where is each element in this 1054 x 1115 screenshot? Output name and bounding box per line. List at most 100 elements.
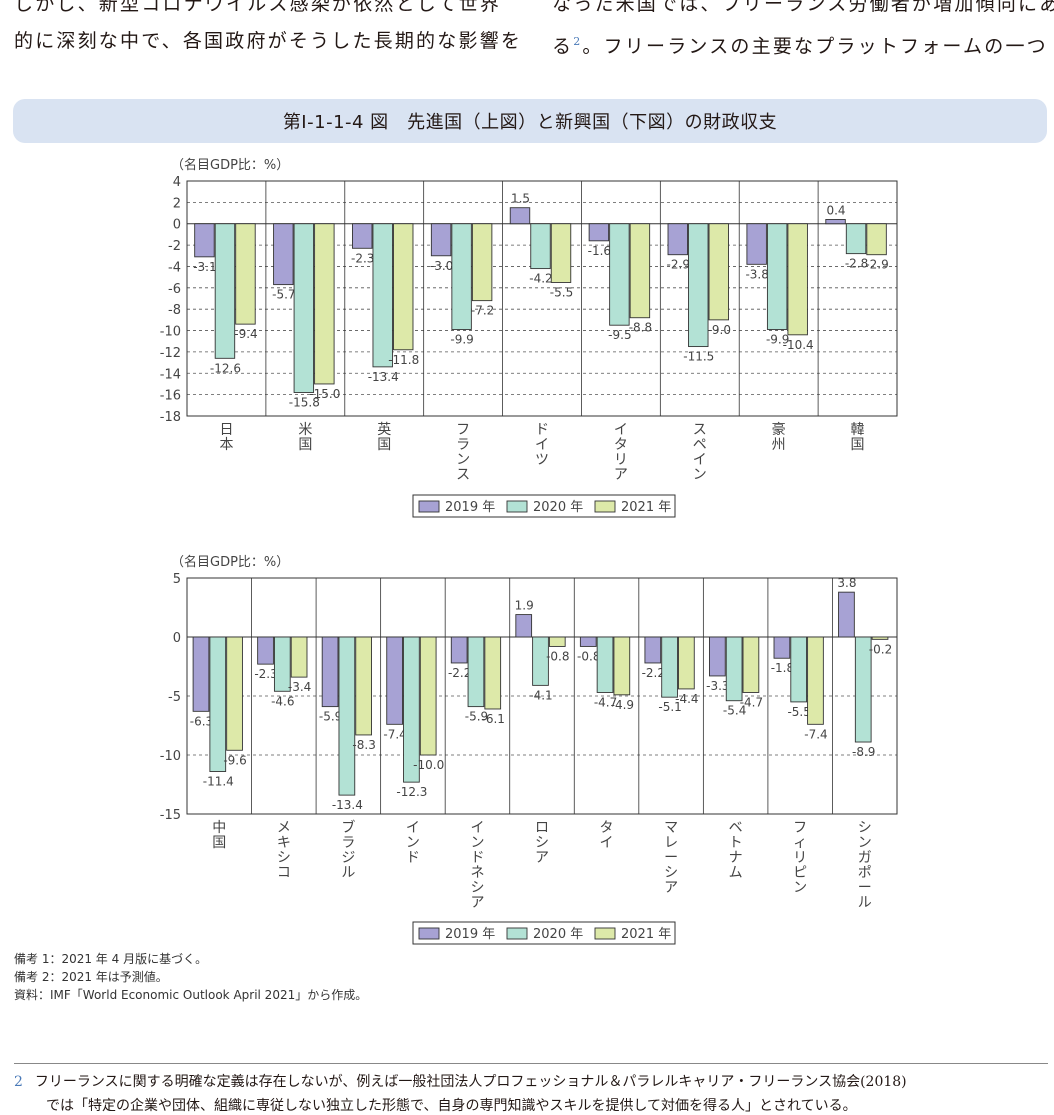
x-tick-char: 日: [219, 422, 233, 438]
data-label: -3.0: [430, 259, 453, 273]
x-tick-char: 英: [377, 421, 391, 438]
bar: [742, 636, 760, 693]
data-label: -2.8: [845, 257, 868, 271]
bar: [386, 636, 403, 725]
bar: [661, 636, 678, 698]
x-tick-char: ー: [858, 880, 872, 896]
data-label: -2.2: [642, 666, 665, 680]
bar: [825, 219, 846, 225]
x-tick-char: ム: [729, 865, 743, 881]
x-tick-char: ス: [456, 467, 470, 483]
x-tick-char: ポ: [858, 865, 872, 881]
data-label: -10.0: [413, 758, 444, 772]
bar: [871, 636, 889, 640]
data-label: -8.8: [629, 321, 652, 335]
data-label: 3.8: [837, 576, 856, 590]
legend-swatch: [418, 500, 440, 513]
data-label: -0.2: [869, 642, 892, 656]
data-label: -7.4: [383, 727, 406, 741]
x-tick-char: ロ: [535, 820, 549, 836]
x-tick-label: メキシコ: [277, 820, 291, 881]
x-tick-char: シ: [470, 880, 484, 896]
y-tick-label: -10: [160, 325, 181, 340]
bar: [550, 223, 572, 283]
y-tick-label: 0: [173, 631, 181, 646]
x-tick-char: リ: [614, 452, 628, 468]
source-line: 資料：IMF「World Economic Outlook April 2021…: [14, 988, 368, 1002]
bar: [530, 223, 551, 270]
chart-emerging: （名目GDP比：%）50-5-10-15-6.3-11.4-9.6中国-2.3-…: [160, 554, 898, 945]
bar: [854, 636, 872, 743]
y-tick-label: -10: [160, 749, 181, 764]
x-tick-char: ィ: [793, 835, 807, 851]
bar: [746, 223, 767, 265]
x-tick-char: ア: [470, 895, 484, 911]
bar: [709, 636, 726, 677]
data-label: -2.3: [351, 251, 374, 265]
bar: [355, 636, 372, 736]
data-label: -11.4: [203, 775, 234, 789]
data-label: -15.0: [309, 387, 340, 401]
bar: [484, 636, 502, 710]
data-label: -12.3: [396, 785, 427, 799]
y-tick-label: -8: [168, 303, 181, 318]
legend-label: 2021 年: [621, 500, 671, 515]
y-tick-label: -5: [168, 690, 181, 705]
bar: [257, 636, 274, 665]
y-tick-label: 2: [173, 196, 181, 211]
bar: [588, 223, 610, 242]
x-tick-label: インドネシア: [470, 820, 484, 911]
x-tick-label: 豪州: [772, 422, 786, 453]
x-tick-char: シ: [277, 850, 291, 866]
bar: [725, 636, 743, 702]
x-tick-label: ブラジル: [341, 819, 355, 881]
bar: [787, 223, 808, 336]
figure-title-text: 第Ⅰ-1-1-4 図 先進国（上図）と新興国（下図）の財政収支: [282, 112, 778, 133]
bar: [773, 636, 791, 659]
legend-swatch: [418, 927, 440, 940]
x-tick-label: フィリピン: [793, 820, 807, 896]
x-tick-label: スペイン: [693, 422, 707, 483]
bar: [430, 223, 452, 257]
data-label: -5.7: [272, 288, 295, 302]
x-tick-char: 国: [377, 437, 391, 453]
x-tick-char: 韓: [851, 422, 865, 438]
y-tick-label: -6: [168, 282, 181, 297]
x-tick-char: シ: [858, 820, 872, 836]
x-tick-char: 中: [212, 820, 226, 836]
plot-frame: [186, 577, 898, 815]
bar: [807, 636, 824, 725]
x-tick-label: タイ: [600, 820, 614, 851]
data-label: 1.9: [515, 599, 534, 613]
footnote-ref-link[interactable]: 2: [573, 35, 583, 48]
plot-frame: [186, 180, 898, 417]
figure-title: 第Ⅰ-1-1-4 図 先進国（上図）と新興国（下図）の財政収支: [13, 99, 1047, 143]
data-label: 1.5: [511, 192, 530, 206]
bar: [866, 223, 887, 256]
bar: [629, 223, 651, 319]
data-label: -4.9: [611, 698, 634, 712]
bar: [845, 223, 867, 255]
data-label: -2.3: [254, 667, 277, 681]
data-label: -4.1: [529, 688, 552, 702]
data-label: -1.6: [588, 244, 611, 258]
footnote-line: では「特定の企業や団体、組織に専従しない独立した形態で、自身の専門知識やスキルを…: [46, 1098, 857, 1114]
x-tick-char: ガ: [858, 850, 872, 866]
x-tick-label: イタリア: [614, 422, 628, 483]
bar: [293, 223, 315, 393]
x-tick-char: ナ: [729, 850, 743, 866]
data-label: -5.1: [658, 700, 681, 714]
bar: [352, 223, 373, 249]
bar: [644, 636, 662, 664]
bar: [393, 223, 414, 351]
x-tick-label: フランス: [456, 422, 470, 483]
legend-swatch: [594, 500, 616, 513]
bar: [372, 223, 393, 368]
data-label: -15.8: [289, 396, 320, 410]
y-axis-label: （名目GDP比：%）: [171, 554, 289, 570]
x-tick-char: タ: [600, 820, 614, 836]
data-label: -7.2: [471, 304, 494, 318]
body-text: 。フリーランスの主要なプラットフォームの一つ: [582, 35, 1048, 58]
data-label: -2.9: [865, 258, 888, 272]
x-tick-label: シンガポール: [858, 820, 872, 911]
